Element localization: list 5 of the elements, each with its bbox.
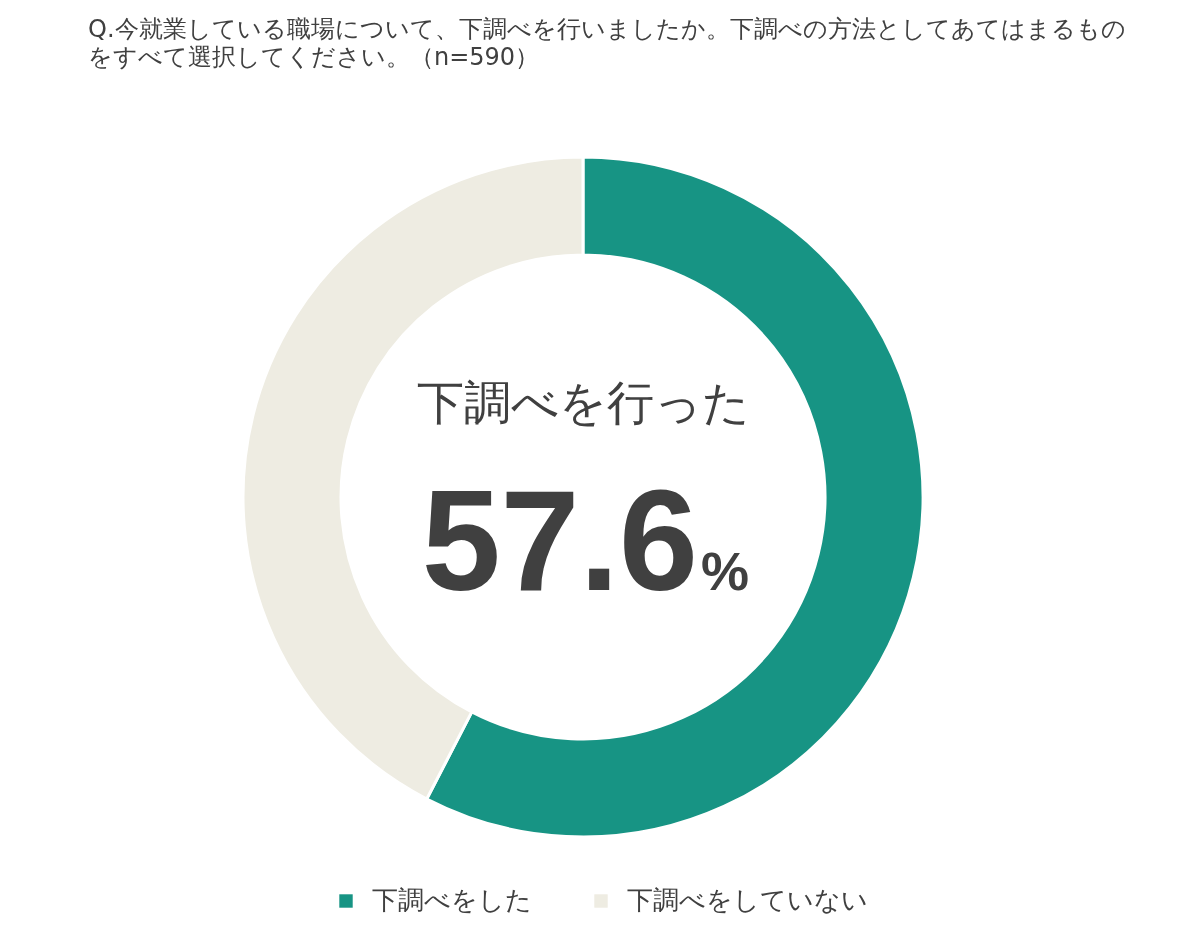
chart-title: Q.今就業している職場について、下調べを行いましたか。下調べの方法としてあてはまるものをすべて選択してください。（n=590） [88, 15, 1126, 71]
legend-label: 下調べをした [372, 885, 532, 915]
text: 下調べを行った [416, 375, 750, 430]
legend-label: 下調べをしていない [627, 885, 868, 915]
text: 57.6% [421, 461, 750, 620]
